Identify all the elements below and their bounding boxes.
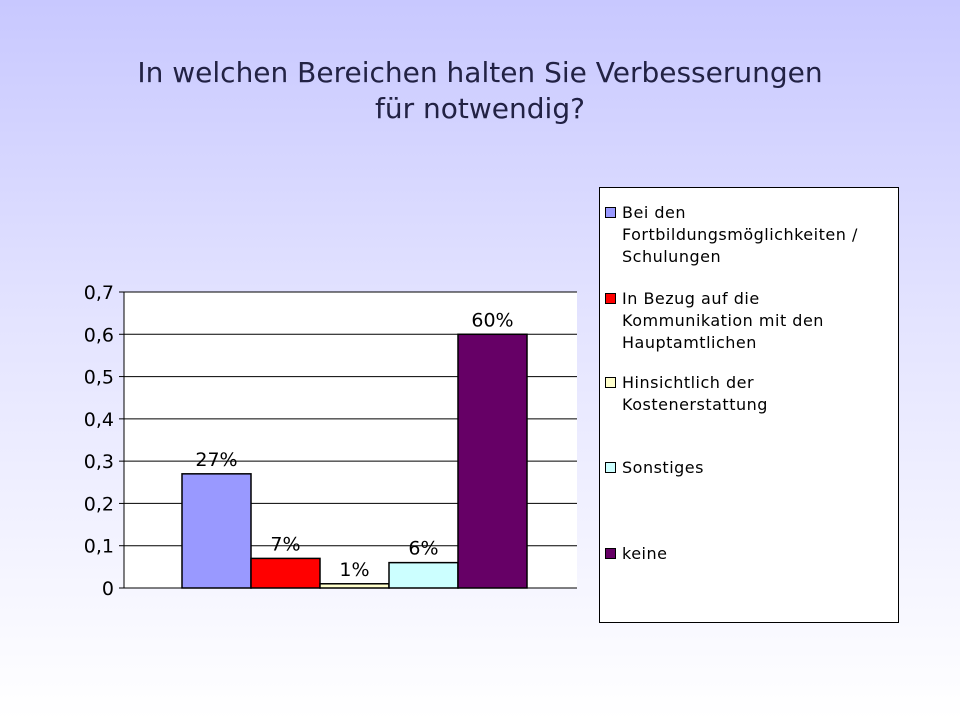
data-label: 27% — [195, 449, 237, 471]
bar — [457, 333, 528, 589]
legend-swatch — [605, 548, 616, 559]
bar — [181, 473, 252, 589]
data-label: 7% — [270, 533, 300, 555]
legend-swatch — [605, 207, 616, 218]
legend-swatch — [605, 293, 616, 304]
legend-item: keine — [605, 543, 892, 565]
y-tick-label: 0,2 — [84, 493, 114, 515]
slide-title-line: In welchen Bereichen halten Sie Verbesse… — [137, 56, 823, 89]
bar — [250, 557, 321, 589]
slide-title-line: für notwendig? — [375, 92, 585, 125]
bar — [319, 583, 390, 589]
legend-label: Bei den Fortbildungsmöglichkeiten / Schu… — [622, 203, 858, 266]
legend-label: keine — [622, 544, 668, 563]
y-tick-label: 0,7 — [84, 282, 114, 304]
legend-swatch — [605, 377, 616, 388]
legend-item: Bei den Fortbildungsmöglichkeiten / Schu… — [605, 202, 892, 268]
data-label: 60% — [471, 309, 513, 331]
data-label: 1% — [339, 559, 369, 581]
y-tick-label: 0,4 — [84, 409, 114, 431]
legend-item: In Bezug auf die Kommunikation mit den H… — [605, 288, 892, 354]
y-tick-label: 0,6 — [84, 324, 114, 346]
slide-title: In welchen Bereichen halten Sie Verbesse… — [0, 55, 960, 127]
bar — [388, 561, 459, 589]
legend-label: Sonstiges — [622, 458, 704, 477]
legend-item: Sonstiges — [605, 457, 892, 479]
data-label: 6% — [408, 538, 438, 560]
y-tick-label: 0,5 — [84, 367, 114, 389]
legend-label: In Bezug auf die Kommunikation mit den H… — [622, 289, 824, 352]
legend-swatch — [605, 462, 616, 473]
legend-label: Hinsichtlich der Kostenerstattung — [622, 373, 768, 414]
y-tick-label: 0 — [102, 578, 114, 600]
y-tick-label: 0,1 — [84, 536, 114, 558]
legend-item: Hinsichtlich der Kostenerstattung — [605, 372, 892, 416]
chart-legend: Bei den Fortbildungsmöglichkeiten / Schu… — [599, 187, 899, 623]
y-tick-label: 0,3 — [84, 451, 114, 473]
